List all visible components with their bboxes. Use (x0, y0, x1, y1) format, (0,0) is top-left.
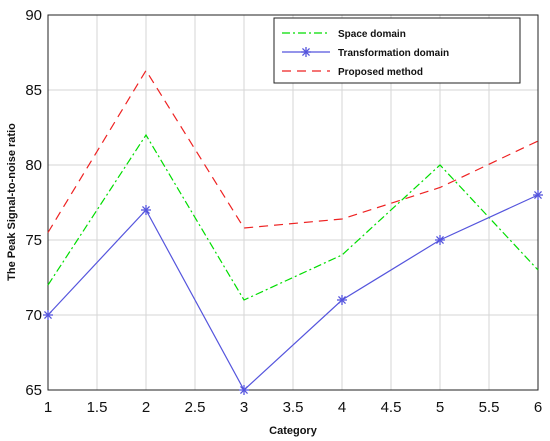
data-point-marker (435, 235, 445, 245)
data-point-marker (337, 295, 347, 305)
legend-items: Space domain Transformation domain Propose… (282, 29, 449, 78)
marker-stroke (338, 296, 346, 304)
y-axis-label: The Peak Signal-to-noise ratio (6, 123, 18, 281)
legend-label-1: Space domain (338, 29, 406, 40)
marker-stroke (240, 386, 248, 394)
y-tick-label: 80 (25, 157, 42, 174)
legend-label-3: Proposed method (338, 67, 423, 78)
data-point-marker (43, 310, 53, 320)
data-point-marker (239, 385, 249, 395)
series-group (43, 69, 543, 395)
y-tick-label: 75 (25, 232, 42, 249)
y-tick-label: 70 (25, 307, 42, 324)
x-tick-label: 2 (142, 399, 150, 416)
marker-stroke (302, 48, 310, 56)
legend-box (273, 17, 521, 84)
marker-stroke (534, 191, 542, 199)
x-tick-label: 6 (534, 399, 542, 416)
x-tick-label: 4.5 (381, 399, 402, 416)
x-tick-label: 4 (338, 399, 346, 416)
series-line-2 (47, 194, 539, 391)
marker-stroke (44, 311, 52, 319)
x-tick-label: 1 (44, 399, 52, 416)
legend: Space domain Transformation domain Propose… (273, 17, 521, 84)
x-axis-label: Category (269, 425, 318, 437)
data-point-marker (533, 190, 543, 200)
y-tick-label: 65 (25, 382, 42, 399)
y-tick-label: 85 (25, 82, 42, 99)
x-tick-label: 5.5 (479, 399, 500, 416)
marker-stroke (436, 236, 444, 244)
x-tick-label: 3.5 (283, 399, 304, 416)
series-line-3 (47, 69, 539, 233)
legend-label-2: Transformation domain (338, 48, 449, 59)
marker-stroke (142, 206, 150, 214)
y-axis-ticks: 65 70 75 80 85 90 (25, 7, 42, 399)
data-point-marker (141, 205, 151, 215)
x-tick-label: 1.5 (87, 399, 108, 416)
x-tick-label: 5 (436, 399, 444, 416)
series-line-1 (47, 133, 539, 301)
x-tick-label: 2.5 (185, 399, 206, 416)
plot-area-frame (47, 14, 539, 391)
y-tick-label: 90 (25, 7, 42, 24)
x-tick-label: 3 (240, 399, 248, 416)
legend-marker (301, 47, 311, 57)
x-axis-ticks: 1 1.5 2 2.5 3 3.5 4 4.5 5 5.5 6 (44, 399, 542, 416)
